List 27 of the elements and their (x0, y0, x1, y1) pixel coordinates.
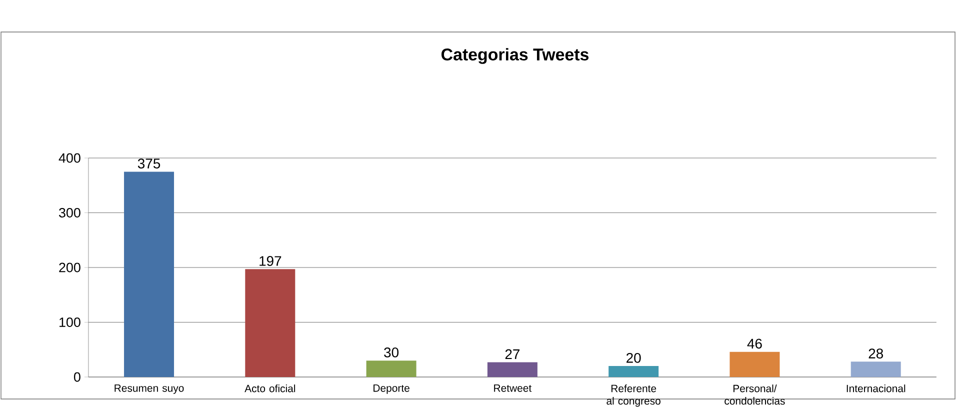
data-label: 30 (384, 347, 399, 358)
bar (487, 362, 538, 377)
data-label: 375 (138, 158, 160, 168)
chart-title: Categorias Tweets (441, 48, 588, 64)
x-tick-label: Personal/ condolencias (724, 384, 785, 405)
y-tick-label: 100 (60, 317, 80, 327)
x-tick-label: Internacional (846, 384, 906, 392)
bar (366, 360, 416, 377)
x-tick-label: Deporte (374, 384, 410, 394)
data-label: 20 (626, 352, 641, 363)
data-label: 197 (260, 256, 282, 266)
bar (124, 172, 174, 377)
x-tick-label: Referente al congreso (606, 384, 660, 407)
x-tick-label: Acto oficial (244, 384, 296, 392)
x-tick-label: Retweet (494, 384, 532, 392)
bar (608, 366, 659, 377)
y-tick-label: 200 (59, 262, 80, 272)
bar (850, 362, 901, 377)
data-label: 46 (747, 338, 762, 349)
x-tick-label: Resumen suyo (114, 384, 184, 394)
bar (245, 269, 296, 377)
y-tick-label: 300 (59, 208, 80, 218)
y-tick-label: 400 (58, 153, 80, 163)
data-label: 28 (868, 348, 884, 358)
data-label: 27 (505, 349, 520, 359)
y-tick-label: 0 (74, 372, 80, 382)
bar (730, 352, 780, 377)
